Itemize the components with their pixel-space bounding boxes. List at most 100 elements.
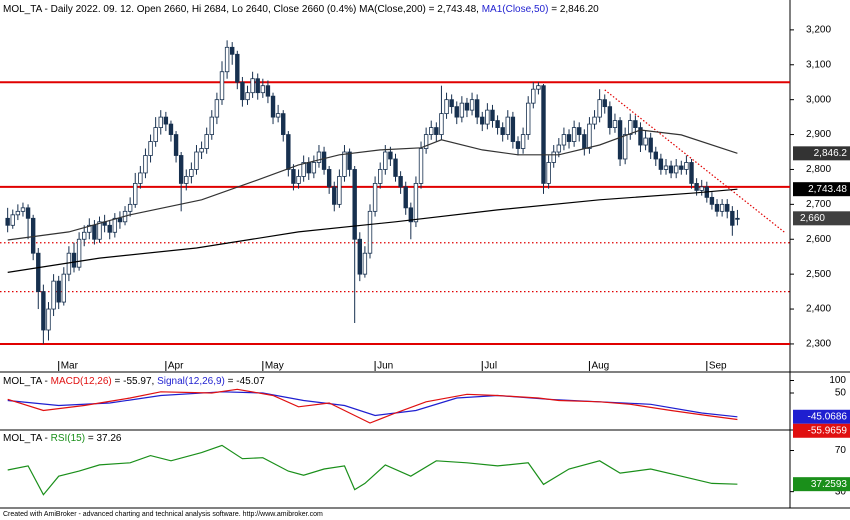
candle-body — [673, 165, 679, 174]
candle-body — [133, 183, 138, 205]
candle-body — [449, 99, 454, 108]
candle-body — [97, 221, 102, 240]
candle-body — [270, 95, 276, 118]
y-tick-label: 50 — [835, 388, 847, 399]
candle-body — [454, 106, 459, 118]
candle-body — [255, 78, 260, 94]
candle-body — [556, 144, 562, 153]
candle-body — [592, 116, 597, 125]
candle-body — [332, 186, 337, 205]
candle-body — [505, 116, 510, 135]
candle-body — [214, 99, 220, 118]
candle-body — [326, 169, 332, 188]
title-part: RSI(15) — [51, 433, 85, 444]
candle-body — [515, 141, 521, 149]
candle-body — [296, 176, 301, 184]
title-part: MOL_TA - — [3, 376, 51, 387]
y-tick-label: 2,700 — [806, 199, 831, 210]
candle-body — [500, 127, 505, 135]
footer: Created with AmiBroker - advanced charti… — [3, 511, 323, 518]
candle-body — [638, 127, 643, 146]
candle-body — [321, 151, 327, 170]
title-part: = -45.07 — [225, 376, 265, 387]
title-part: MA1(Close,50) — [482, 4, 549, 15]
candle-body — [204, 134, 209, 149]
y-tick-label: 2,300 — [806, 339, 831, 350]
candle-body — [643, 137, 648, 146]
x-tick-label: Jul — [484, 361, 497, 372]
candle-body — [235, 53, 240, 83]
candle-body — [612, 120, 618, 128]
candle-body — [694, 183, 699, 191]
candle-body — [372, 183, 378, 212]
x-tick-label: Mar — [61, 361, 79, 372]
candle-body — [459, 102, 465, 118]
candle-body — [66, 252, 72, 275]
y-tick-label: 2,600 — [806, 234, 831, 245]
candle-body — [347, 151, 352, 170]
candle-body — [510, 116, 516, 142]
candle-body — [536, 85, 541, 90]
candle-body — [587, 123, 592, 149]
candle-body — [541, 85, 546, 184]
candle-body — [265, 85, 271, 97]
candle-body — [173, 134, 179, 156]
candle-body — [158, 116, 163, 128]
y-tick-label: 70 — [835, 445, 847, 456]
candle-body — [189, 169, 194, 177]
candle-body — [464, 102, 470, 111]
candle-body — [92, 224, 97, 240]
y-tick-label: 2,500 — [806, 269, 831, 280]
candle-body — [51, 280, 56, 310]
candle-body — [301, 162, 306, 177]
candle-body — [36, 252, 41, 293]
candle-body — [617, 120, 623, 160]
candle-body — [628, 120, 633, 135]
close-label: 2,660 — [800, 213, 825, 224]
candle-body — [56, 280, 61, 303]
candle-body — [444, 99, 449, 115]
candle-body — [709, 196, 715, 205]
candle-body — [648, 137, 653, 153]
x-tick-label: Aug — [591, 361, 609, 372]
candle-body — [168, 123, 174, 135]
title-part: = -55.97, — [112, 376, 157, 387]
candle-body — [653, 151, 658, 160]
y-tick-label: 2,900 — [806, 129, 831, 140]
candle-body — [250, 78, 255, 94]
candle-body — [224, 46, 230, 73]
candle-body — [597, 99, 602, 118]
value-label-box — [793, 409, 850, 424]
macd-title: MOL_TA - MACD(12,26) = -55.97, Signal(12… — [3, 376, 265, 387]
candle-body — [316, 151, 322, 163]
candle-body — [337, 176, 342, 205]
candle-body — [306, 162, 311, 174]
candle-body — [5, 217, 10, 226]
candle-body — [577, 127, 582, 135]
candle-body — [20, 207, 26, 212]
title-part: MOL_TA - — [3, 433, 51, 444]
candle-body — [352, 169, 357, 240]
candle-body — [199, 148, 204, 153]
x-tick-label: Apr — [168, 361, 184, 372]
candle-body — [546, 162, 551, 184]
candle-body — [240, 81, 245, 101]
value-label: 2,846.2 — [814, 148, 848, 159]
y-tick-label: 3,100 — [806, 59, 831, 70]
title-part: = 37.26 — [85, 433, 122, 444]
candle-body — [561, 134, 567, 146]
candle-body — [230, 46, 235, 55]
y-tick-label: 2,400 — [806, 304, 831, 315]
value-label-box — [793, 146, 850, 161]
candle-body — [633, 120, 638, 128]
chart-title: MOL_TA - Daily 2022. 09. 12. Open 2660, … — [3, 4, 599, 15]
x-tick-label: Sep — [709, 361, 727, 372]
value-label: 2,743.48 — [808, 184, 847, 195]
candle-body — [30, 217, 36, 254]
indicator-line — [7, 188, 738, 273]
candle-body — [41, 291, 46, 331]
candle-body — [281, 113, 286, 135]
x-tick-label: Jun — [377, 361, 393, 372]
value-label-box — [793, 477, 850, 492]
candle-body — [423, 134, 429, 149]
